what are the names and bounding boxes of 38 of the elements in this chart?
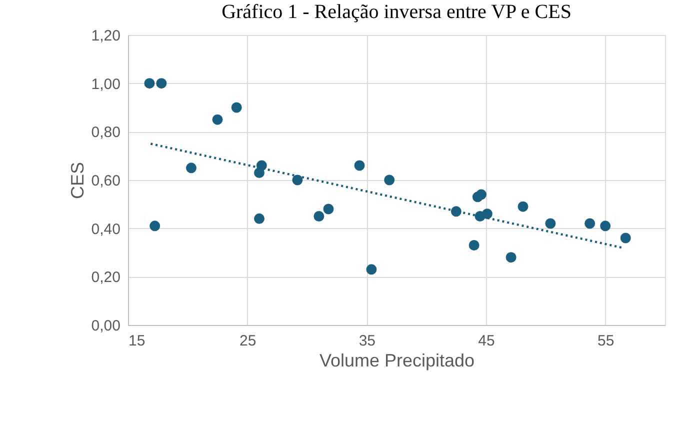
x-tick-label: 45 (478, 332, 495, 350)
point (314, 211, 324, 222)
point (186, 162, 196, 174)
point (323, 204, 334, 214)
y-axis-title: CES (67, 162, 88, 200)
point (231, 102, 242, 113)
x-tick-label: 15 (128, 332, 146, 350)
point (254, 168, 265, 178)
point (384, 174, 395, 186)
x-tick-label: 35 (358, 332, 376, 350)
point (584, 218, 596, 229)
point (518, 201, 528, 212)
point (600, 220, 611, 232)
point (482, 208, 492, 220)
x-tick-label: 25 (239, 332, 256, 350)
point (150, 220, 160, 232)
point (620, 232, 631, 244)
x-axis-title: Volume Precipitado (319, 350, 475, 370)
point (144, 78, 155, 89)
y-tick-label: 1,20 (91, 28, 120, 44)
point (354, 160, 365, 171)
point (468, 240, 480, 250)
y-tick-label: 0,40 (91, 220, 120, 238)
y-tick-label: 0,60 (91, 172, 120, 190)
point (254, 213, 265, 224)
chart-title: Gráfico 1 - Relação inversa entre VP e CES (222, 1, 572, 23)
point (292, 174, 303, 186)
point (506, 252, 516, 263)
point (366, 264, 377, 275)
point (476, 189, 486, 200)
y-tick-label: 1,00 (91, 76, 120, 93)
y-tick-label: 0,80 (91, 124, 120, 142)
point (212, 114, 223, 125)
x-tick-label: 55 (597, 332, 614, 350)
y-tick-label: 0,00 (91, 318, 120, 334)
point (545, 218, 556, 229)
y-tick-label: 0,20 (91, 269, 120, 286)
point (156, 78, 167, 89)
